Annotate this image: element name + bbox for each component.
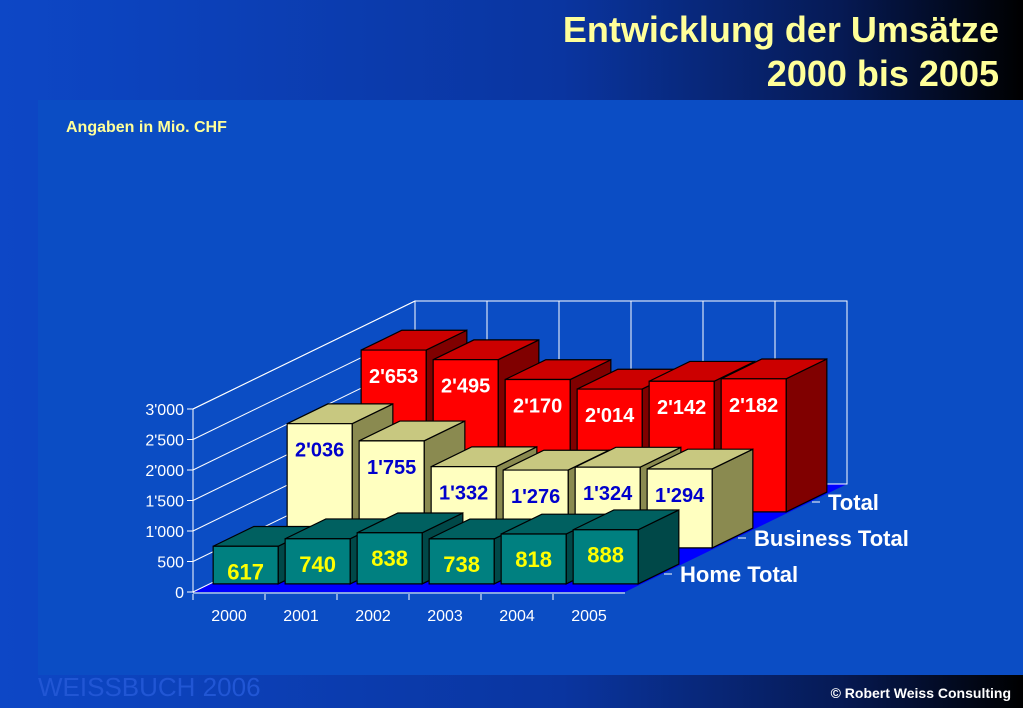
title-line-2: 2000 bis 2005: [766, 53, 999, 94]
bar-value-label: 2'036: [295, 440, 344, 462]
bar-value-label: 617: [227, 559, 264, 584]
x-tick-label: 2000: [211, 608, 247, 625]
y-tick-label: 2'500: [145, 433, 184, 450]
bar-front: [572, 529, 639, 585]
bar-value-label: 740: [299, 552, 336, 577]
bar-value-label: 1'276: [511, 486, 560, 508]
y-tick-label: 2'000: [145, 463, 184, 480]
y-tick-label: 1'000: [145, 524, 184, 541]
bar-value-label: 838: [371, 546, 408, 571]
y-tick-label: 0: [175, 585, 184, 602]
bar-value-label: 2'495: [441, 376, 490, 398]
bar-value-label: 2'653: [369, 366, 418, 388]
bar-front: [356, 532, 423, 585]
bar-front: [284, 538, 351, 585]
bar-business_total-2005: 1'294: [646, 448, 754, 549]
x-tick-label: 2003: [427, 608, 463, 625]
chart-subtitle: Angaben in Mio. CHF: [66, 119, 227, 136]
x-tick-label: 2004: [499, 608, 535, 625]
bar-side: [785, 358, 828, 513]
bar-value-label: 818: [515, 547, 552, 572]
bar-front: [428, 538, 495, 585]
series-axis-label: Home Total: [680, 562, 798, 587]
x-tick-label: 2001: [283, 608, 319, 625]
bar-front: [212, 545, 279, 585]
series-axis-label: Business Total: [754, 526, 909, 551]
x-tick-label: 2002: [355, 608, 391, 625]
bar-value-label: 1'324: [583, 483, 633, 505]
footer-copyright: © Robert Weiss Consulting: [830, 685, 1011, 701]
bar-value-label: 2'142: [657, 397, 706, 419]
y-tick-label: 3'000: [145, 402, 184, 419]
bar-home_total-2005: 888: [572, 508, 680, 585]
y-tick-label: 1'500: [145, 494, 184, 511]
grid-line-side: [192, 300, 416, 410]
bar-value-label: 2'170: [513, 396, 562, 418]
bar-value-label: 2'182: [729, 395, 778, 417]
bar-total-2005: 2'182: [720, 358, 828, 513]
bar-value-label: 1'294: [655, 485, 705, 507]
bar-value-label: 1'332: [439, 483, 488, 505]
x-tick-label: 2005: [571, 608, 607, 625]
bar-value-label: 888: [587, 543, 624, 568]
bar-value-label: 2'014: [585, 405, 635, 427]
footer-brand: WEISSBUCH 2006: [38, 672, 261, 702]
y-tick-label: 500: [157, 555, 184, 572]
bar-front: [500, 533, 567, 585]
bar-value-label: 738: [443, 552, 480, 577]
series-axis-label: Total: [828, 490, 879, 515]
page-title: Entwicklung der Umsätze 2000 bis 2005: [563, 8, 999, 96]
title-line-1: Entwicklung der Umsätze: [562, 9, 999, 50]
bar-value-label: 1'755: [367, 457, 416, 479]
